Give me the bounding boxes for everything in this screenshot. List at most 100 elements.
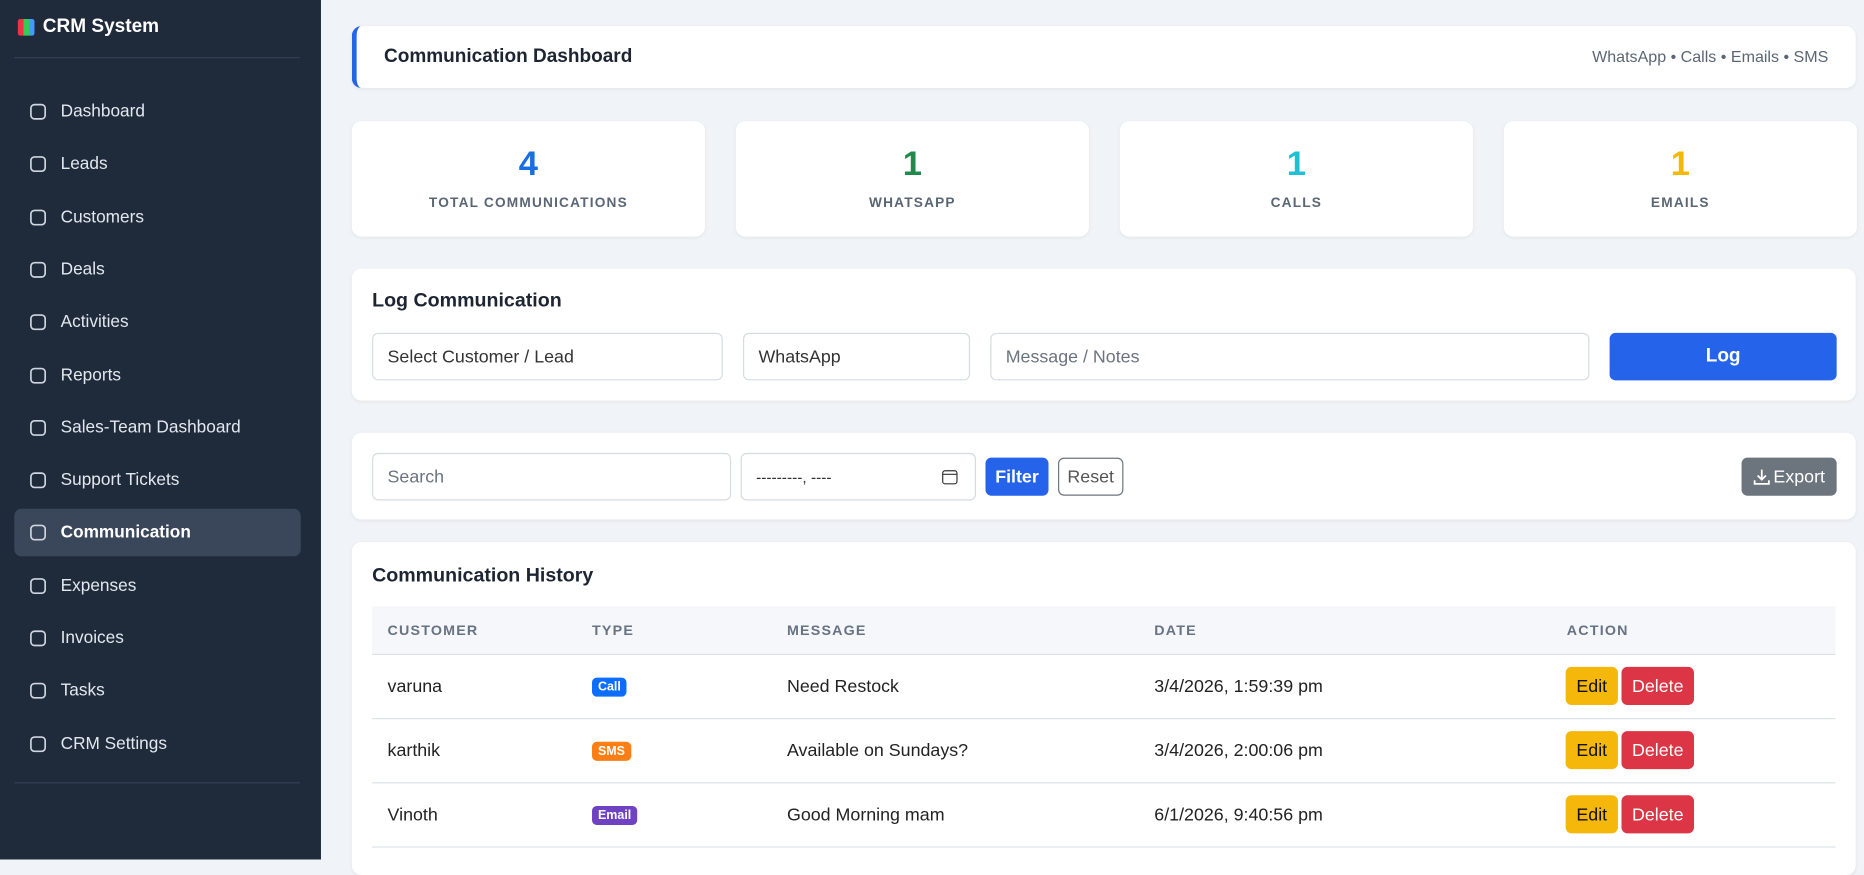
nav-item[interactable]: Leads bbox=[14, 141, 300, 189]
nav-label: Sales-Team Dashboard bbox=[60, 418, 241, 438]
stat-value: 1 bbox=[902, 145, 922, 184]
header-subtitle: WhatsApp • Calls • Emails • SMS bbox=[1592, 47, 1829, 66]
download-icon bbox=[1753, 469, 1770, 485]
nav-label: Leads bbox=[60, 154, 108, 174]
message-input[interactable]: Message / Notes bbox=[990, 332, 1590, 381]
column-header: TYPE bbox=[592, 621, 635, 639]
nav-item[interactable]: Deals bbox=[14, 246, 300, 294]
nav-item[interactable]: Tasks bbox=[14, 667, 300, 715]
header: Communication Dashboard WhatsApp • Calls… bbox=[351, 26, 1856, 88]
nav-label: Tasks bbox=[60, 681, 105, 701]
stat-card: 1 WHATSAPP bbox=[735, 121, 1089, 237]
stat-label: WHATSAPP bbox=[869, 196, 956, 211]
nav-icon bbox=[30, 735, 47, 752]
stat-card: 1 CALLS bbox=[1119, 121, 1473, 237]
nav-icon bbox=[30, 367, 47, 384]
date-text: ---------, ---- bbox=[756, 467, 832, 486]
date-input[interactable]: ---------, ---- bbox=[740, 452, 976, 501]
row-divider bbox=[372, 846, 1836, 848]
nav-label: CRM Settings bbox=[60, 734, 167, 754]
nav-label: Dashboard bbox=[60, 102, 145, 122]
stat-label: TOTAL COMMUNICATIONS bbox=[428, 196, 628, 211]
stat-card: 4 TOTAL COMMUNICATIONS bbox=[351, 121, 705, 237]
nav-label: Activities bbox=[60, 312, 129, 332]
divider bbox=[14, 782, 300, 784]
nav-item[interactable]: Support Tickets bbox=[14, 457, 300, 505]
delete-button[interactable]: Delete bbox=[1621, 795, 1695, 834]
filters: Search ---------, ---- Filter Reset Expo… bbox=[351, 432, 1856, 520]
nav-label: Expenses bbox=[60, 576, 137, 596]
stat-value: 1 bbox=[1670, 145, 1690, 184]
delete-button[interactable]: Delete bbox=[1621, 666, 1695, 705]
nav-icon bbox=[30, 525, 47, 542]
row-divider bbox=[372, 782, 1836, 784]
channel-select[interactable]: WhatsApp bbox=[742, 332, 971, 381]
column-header: ACTION bbox=[1566, 621, 1629, 639]
nav-icon bbox=[30, 314, 47, 331]
nav-label: Support Tickets bbox=[60, 470, 180, 490]
nav-item[interactable]: Sales-Team Dashboard bbox=[14, 404, 300, 452]
nav-item[interactable]: Communication bbox=[14, 509, 301, 557]
search-input[interactable]: Search bbox=[372, 452, 732, 501]
date: 3/4/2026, 1:59:39 pm bbox=[1154, 676, 1323, 697]
stat-value: 4 bbox=[518, 145, 538, 184]
calendar-icon bbox=[942, 470, 958, 485]
column-header: MESSAGE bbox=[786, 621, 867, 639]
section-title: Communication History bbox=[372, 564, 594, 587]
date: 6/1/2026, 9:40:56 pm bbox=[1154, 804, 1323, 826]
edit-button[interactable]: Edit bbox=[1565, 666, 1618, 705]
date: 3/4/2026, 2:00:06 pm bbox=[1154, 740, 1323, 761]
nav-label: Communication bbox=[60, 523, 191, 543]
column-header: CUSTOMER bbox=[387, 621, 479, 639]
row-divider bbox=[372, 718, 1836, 720]
customer: varuna bbox=[387, 676, 443, 697]
filter-button[interactable]: Filter bbox=[985, 457, 1049, 496]
column-header: DATE bbox=[1154, 621, 1197, 639]
log-form: Log Communication Select Customer / Lead… bbox=[351, 268, 1856, 401]
nav-icon bbox=[30, 103, 47, 120]
edit-button[interactable]: Edit bbox=[1565, 731, 1618, 770]
section-title: Log Communication bbox=[372, 290, 562, 312]
brand[interactable]: CRM System bbox=[17, 16, 160, 38]
stat-card: 1 EMAILS bbox=[1503, 121, 1857, 237]
stat-label: CALLS bbox=[1270, 196, 1323, 211]
message: Good Morning mam bbox=[786, 804, 945, 826]
nav-item[interactable]: Invoices bbox=[14, 615, 300, 663]
sidebar: CRM System Dashboard Leads Customers Deals A… bbox=[0, 0, 321, 860]
nav-icon bbox=[30, 577, 47, 594]
message: Need Restock bbox=[786, 676, 899, 697]
type-badge: SMS bbox=[592, 741, 631, 761]
nav-item[interactable]: Reports bbox=[14, 351, 300, 399]
nav-icon bbox=[30, 261, 47, 278]
reset-button[interactable]: Reset bbox=[1058, 457, 1124, 496]
stat-label: EMAILS bbox=[1650, 196, 1710, 211]
nav-icon bbox=[30, 472, 47, 489]
table-header bbox=[372, 606, 1836, 656]
history: Communication History CUSTOMER TYPE MESSAG… bbox=[351, 542, 1856, 875]
message: Available on Sundays? bbox=[786, 740, 969, 761]
nav-label: Customers bbox=[60, 207, 144, 227]
export-text: Export bbox=[1773, 466, 1825, 487]
type-badge: Email bbox=[592, 805, 638, 826]
edit-button[interactable]: Edit bbox=[1565, 795, 1618, 834]
nav-item[interactable]: Customers bbox=[14, 193, 300, 241]
nav-icon bbox=[30, 683, 47, 699]
export-button[interactable]: Export bbox=[1741, 457, 1837, 496]
nav-icon bbox=[30, 209, 47, 226]
nav-icon bbox=[30, 156, 47, 173]
log-button[interactable]: Log bbox=[1609, 332, 1837, 381]
nav-item[interactable]: Expenses bbox=[14, 562, 300, 610]
nav-label: Invoices bbox=[60, 628, 124, 648]
nav-item[interactable]: Activities bbox=[14, 299, 300, 347]
delete-button[interactable]: Delete bbox=[1621, 731, 1695, 770]
divider bbox=[14, 57, 300, 59]
brand-text: CRM System bbox=[42, 16, 160, 37]
customer: karthik bbox=[387, 740, 441, 761]
nav-item[interactable]: Dashboard bbox=[14, 88, 300, 136]
nav-item[interactable]: CRM Settings bbox=[14, 720, 300, 768]
customer-select[interactable]: Select Customer / Lead bbox=[372, 332, 723, 381]
nav-label: Reports bbox=[60, 365, 121, 385]
type-badge: Call bbox=[592, 677, 627, 697]
